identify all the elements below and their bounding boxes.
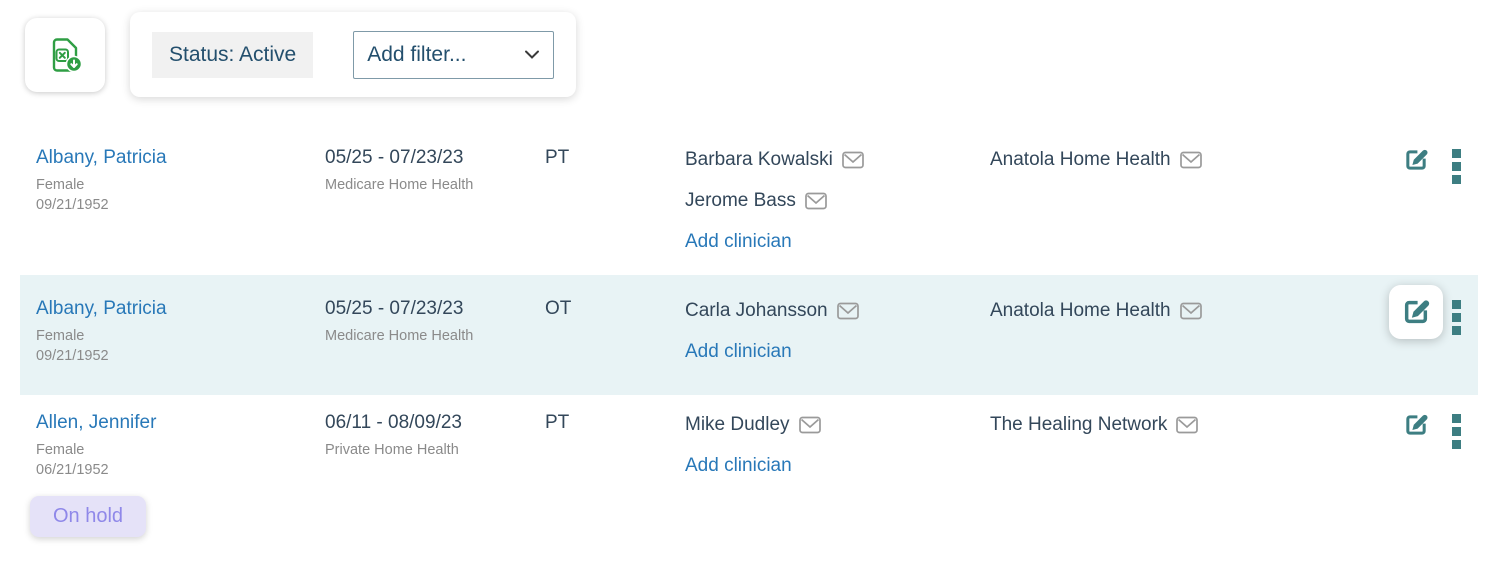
cert-period-cell: 06/11 - 08/09/23 Private Home Health <box>325 411 545 460</box>
email-clinician-button[interactable] <box>798 416 821 434</box>
add-clinician-link[interactable]: Add clinician <box>685 341 792 362</box>
agency-cell: The Healing Network <box>990 411 1395 438</box>
agency-cell: Anatola Home Health <box>990 297 1395 324</box>
discipline-cell: OT <box>545 298 572 319</box>
row-actions <box>1395 146 1462 184</box>
clinician-line: Carla Johansson <box>685 297 990 324</box>
edit-button[interactable] <box>1402 411 1430 439</box>
table-row: Albany, Patricia Female 09/21/1952 05/25… <box>20 275 1478 395</box>
add-clinician-link[interactable]: Add clinician <box>685 455 792 476</box>
email-clinician-button[interactable] <box>836 302 859 320</box>
row-actions <box>1389 285 1462 339</box>
add-filter-select[interactable]: Add filter... <box>353 30 554 79</box>
clinician-name: Barbara Kowalski <box>685 149 833 170</box>
patient-cell: Albany, Patricia Female 09/21/1952 <box>36 297 325 366</box>
agency-cell: Anatola Home Health <box>990 146 1395 173</box>
agency-name: Anatola Home Health <box>990 300 1171 321</box>
cert-period-dates: 06/11 - 08/09/23 <box>325 412 462 433</box>
filter-panel: Status: Active Add filter... <box>130 12 576 97</box>
kebab-vertical-icon <box>1452 149 1461 184</box>
patient-table: Albany, Patricia Female 09/21/1952 05/25… <box>0 130 1496 560</box>
patient-dob: 06/21/1952 <box>36 462 109 478</box>
agency-name: The Healing Network <box>990 414 1168 435</box>
patient-cell: Albany, Patricia Female 09/21/1952 <box>36 146 325 215</box>
patient-name-link[interactable]: Albany, Patricia <box>36 147 167 168</box>
clinicians-cell: Barbara Kowalski Jerome Bass Add clinici… <box>685 146 990 255</box>
add-filter-value: Add filter... <box>367 42 467 66</box>
status-filter-chip[interactable]: Status: Active <box>152 31 314 78</box>
insurance-plan: Medicare Home Health <box>325 177 474 193</box>
discipline-cell: PT <box>545 412 570 433</box>
more-options-button[interactable] <box>1452 300 1461 335</box>
edit-button[interactable] <box>1389 285 1443 339</box>
clinician-line: Jerome Bass <box>685 187 990 214</box>
email-clinician-button[interactable] <box>841 151 864 169</box>
edit-button[interactable] <box>1402 146 1430 174</box>
more-options-button[interactable] <box>1452 149 1461 184</box>
email-agency-button[interactable] <box>1176 416 1199 434</box>
patient-name-link[interactable]: Albany, Patricia <box>36 298 167 319</box>
patient-sex: Female <box>36 328 85 344</box>
clinicians-cell: Carla Johansson Add clinician <box>685 297 990 365</box>
cert-period-dates: 05/25 - 07/23/23 <box>325 298 464 319</box>
clinician-name: Jerome Bass <box>685 190 796 211</box>
patient-dob: 09/21/1952 <box>36 197 109 213</box>
cert-period-cell: 05/25 - 07/23/23 Medicare Home Health <box>325 297 545 346</box>
email-agency-button[interactable] <box>1179 151 1202 169</box>
edit-square-icon <box>1400 296 1432 328</box>
discipline-cell: PT <box>545 147 570 168</box>
chevron-down-icon <box>524 50 540 60</box>
patient-name-link[interactable]: Allen, Jennifer <box>36 412 157 433</box>
clinician-line: Mike Dudley <box>685 411 990 438</box>
status-badge: On hold <box>30 496 147 537</box>
agency-name: Anatola Home Health <box>990 149 1171 170</box>
insurance-plan: Private Home Health <box>325 442 459 458</box>
patient-sex: Female <box>36 177 85 193</box>
add-clinician-link[interactable]: Add clinician <box>685 231 792 252</box>
clinician-name: Carla Johansson <box>685 300 828 321</box>
clinicians-cell: Mike Dudley Add clinician <box>685 411 990 479</box>
row-actions <box>1395 411 1462 449</box>
clinician-line: Barbara Kowalski <box>685 146 990 173</box>
email-clinician-button[interactable] <box>805 192 827 210</box>
patient-dob: 09/21/1952 <box>36 348 109 364</box>
clinician-name: Mike Dudley <box>685 414 790 435</box>
table-row: Allen, Jennifer Female 06/21/1952 On hol… <box>20 395 1478 560</box>
kebab-vertical-icon <box>1452 300 1461 335</box>
cert-period-dates: 05/25 - 07/23/23 <box>325 147 464 168</box>
edit-square-icon <box>1402 411 1430 439</box>
edit-square-icon <box>1402 146 1430 174</box>
excel-file-download-icon <box>43 33 87 77</box>
export-excel-button[interactable] <box>25 18 105 92</box>
cert-period-cell: 05/25 - 07/23/23 Medicare Home Health <box>325 146 545 195</box>
more-options-button[interactable] <box>1452 414 1461 449</box>
patient-sex: Female <box>36 442 85 458</box>
kebab-vertical-icon <box>1452 414 1461 449</box>
table-row: Albany, Patricia Female 09/21/1952 05/25… <box>20 130 1478 275</box>
insurance-plan: Medicare Home Health <box>325 328 474 344</box>
patient-cell: Allen, Jennifer Female 06/21/1952 On hol… <box>30 411 325 537</box>
email-agency-button[interactable] <box>1179 302 1202 320</box>
